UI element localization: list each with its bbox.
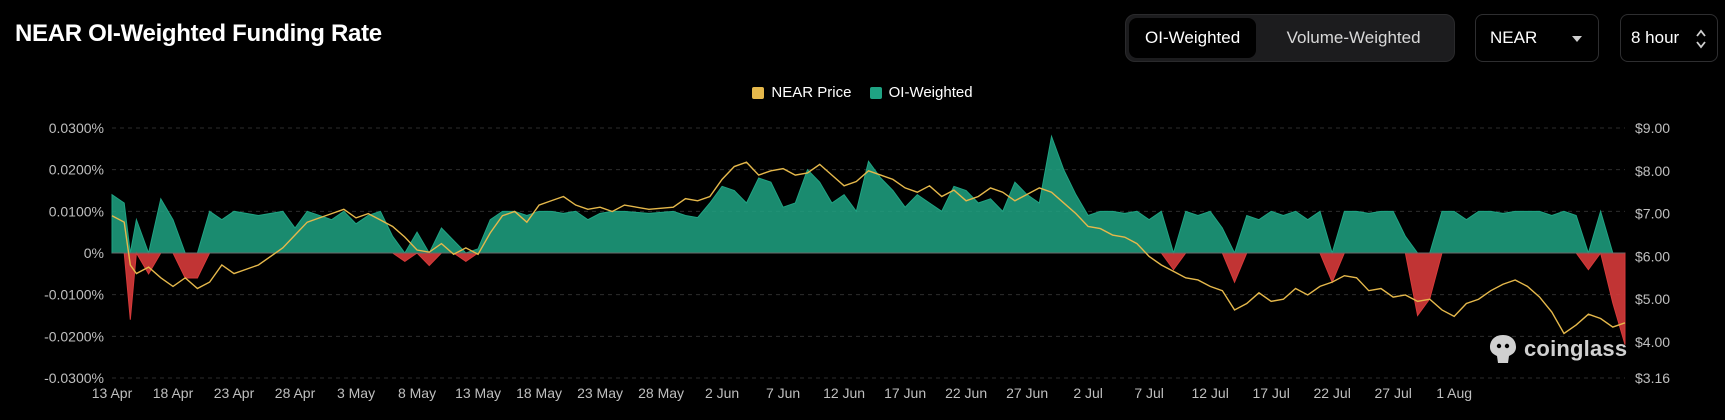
- x-tick-label: 17 Jul: [1252, 385, 1289, 401]
- up-down-chevron-icon: [1696, 29, 1706, 49]
- y-right-tick-label: $5.00: [1635, 291, 1670, 307]
- interval-select-value: 8 hour: [1631, 28, 1680, 47]
- x-tick-label: 27 Jun: [1006, 385, 1048, 401]
- x-tick-label: 17 Jun: [884, 385, 926, 401]
- legend-swatch-oi: [869, 86, 882, 99]
- x-tick-label: 2 Jun: [705, 385, 739, 401]
- x-tick-label: 23 Apr: [214, 385, 255, 401]
- y-left-tick-label: 0.0200%: [49, 162, 104, 178]
- x-tick-label: 12 Jul: [1191, 385, 1228, 401]
- weighting-toggle: OI-Weighted Volume-Weighted: [1125, 14, 1455, 62]
- price-line: [111, 161, 1626, 335]
- x-tick-label: 23 May: [577, 385, 623, 401]
- x-tick-label: 7 Jun: [766, 385, 800, 401]
- x-tick-label: 8 May: [398, 385, 436, 401]
- y-left-tick-label: 0%: [84, 245, 104, 261]
- funding-positive-area: [111, 134, 1625, 255]
- x-tick-label: 18 May: [516, 385, 562, 401]
- x-tick-label: 18 Apr: [153, 385, 194, 401]
- watermark-text: coinglass: [1524, 336, 1628, 361]
- x-tick-label: 13 Apr: [92, 385, 133, 401]
- interval-select[interactable]: 8 hour: [1620, 14, 1718, 62]
- legend-item-price[interactable]: NEAR Price: [752, 84, 851, 101]
- x-tick-label: 22 Jul: [1313, 385, 1350, 401]
- funding-negative-area: [112, 251, 1626, 345]
- x-tick-label: 13 May: [455, 385, 501, 401]
- chart-legend: NEAR Price OI-Weighted: [0, 84, 1725, 103]
- page-title: NEAR OI-Weighted Funding Rate: [15, 20, 382, 47]
- y-right-tick-label: $7.00: [1635, 206, 1670, 222]
- x-tick-label: 7 Jul: [1134, 385, 1164, 401]
- x-tick-label: 28 Apr: [275, 385, 316, 401]
- coin-select-value: NEAR: [1490, 28, 1538, 47]
- legend-label-oi: OI-Weighted: [888, 84, 973, 101]
- x-tick-label: 3 May: [337, 385, 375, 401]
- tab-volume-weighted[interactable]: Volume-Weighted: [1286, 28, 1421, 47]
- coin-select[interactable]: NEAR: [1475, 14, 1599, 62]
- x-tick-label: 1 Aug: [1436, 385, 1472, 401]
- coinglass-logo-icon: [1490, 335, 1516, 363]
- chevron-down-icon: [1572, 36, 1582, 42]
- y-right-tick-label: $8.00: [1635, 163, 1670, 179]
- y-left-tick-label: -0.0200%: [44, 328, 104, 344]
- legend-label-price: NEAR Price: [771, 84, 852, 101]
- x-tick-label: 12 Jun: [823, 385, 865, 401]
- legend-item-oi[interactable]: OI-Weighted: [869, 84, 973, 101]
- coinglass-watermark: coinglass: [1488, 333, 1627, 365]
- x-tick-label: 22 Jun: [945, 385, 987, 401]
- y-right-tick-label: $3.16: [1635, 370, 1670, 386]
- tab-oi-weighted[interactable]: OI-Weighted: [1129, 18, 1257, 58]
- y-right-tick-label: $4.00: [1635, 334, 1670, 350]
- y-left-tick-label: 0.0100%: [49, 203, 104, 219]
- y-right-tick-label: $9.00: [1635, 120, 1670, 136]
- x-tick-label: 27 Jul: [1374, 385, 1411, 401]
- y-left-tick-label: 0.0300%: [49, 120, 104, 136]
- y-left-tick-label: -0.0300%: [44, 370, 104, 386]
- y-right-tick-label: $6.00: [1635, 248, 1670, 264]
- x-tick-label: 28 May: [638, 385, 684, 401]
- legend-swatch-price: [752, 86, 765, 99]
- y-left-tick-label: -0.0100%: [44, 287, 104, 303]
- x-tick-label: 2 Jul: [1073, 385, 1103, 401]
